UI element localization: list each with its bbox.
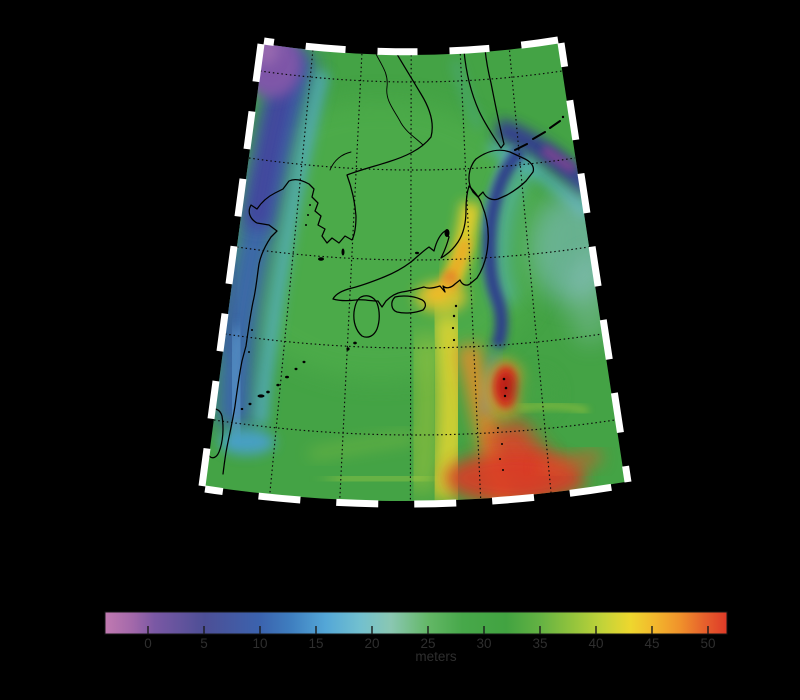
colorbar: 0 5 10 15 20 25 30 35 40 45 50 meters	[104, 611, 728, 664]
kuril-islands	[514, 120, 561, 151]
colorbar-tick-label: 0	[144, 636, 152, 651]
frame-top	[263, 36, 559, 56]
colorbar-tick-label: 25	[420, 636, 435, 651]
colorbar-gradient-bar	[104, 611, 728, 635]
colorbar-tick-label: 45	[644, 636, 659, 651]
coast-kyushu	[353, 295, 380, 338]
small-islands	[240, 115, 565, 471]
frame-bottom	[204, 481, 626, 508]
coastlines	[205, 43, 565, 475]
field-central-high	[309, 201, 603, 502]
colorbar-ticks	[147, 626, 709, 634]
border-river-line	[329, 151, 352, 171]
colorbar-tick-label: 40	[588, 636, 603, 651]
river-line	[371, 44, 424, 146]
colorbar-tick-labels: 0 5 10 15 20 25 30 35 40 45 50	[144, 636, 715, 651]
colorbar-tick-label: 30	[476, 636, 491, 651]
colorbar-tick-label: 5	[200, 636, 208, 651]
colorbar-tick-label: 20	[364, 636, 379, 651]
map-frame	[198, 36, 632, 508]
colorbar-unit-label: meters	[415, 649, 457, 664]
coast-eurasia-mainland	[222, 43, 433, 475]
colorbar-tick-label: 10	[252, 636, 267, 651]
frame-right	[557, 42, 632, 483]
colorbar-tick-label: 50	[700, 636, 715, 651]
colorbar-tick-label: 15	[308, 636, 323, 651]
coast-shikoku	[391, 295, 427, 314]
frame-left	[198, 43, 265, 487]
colorbar-tick-label: 35	[532, 636, 547, 651]
coast-honshu	[332, 185, 489, 308]
coast-sakhalin	[463, 48, 505, 149]
coast-hokkaido	[468, 149, 535, 201]
